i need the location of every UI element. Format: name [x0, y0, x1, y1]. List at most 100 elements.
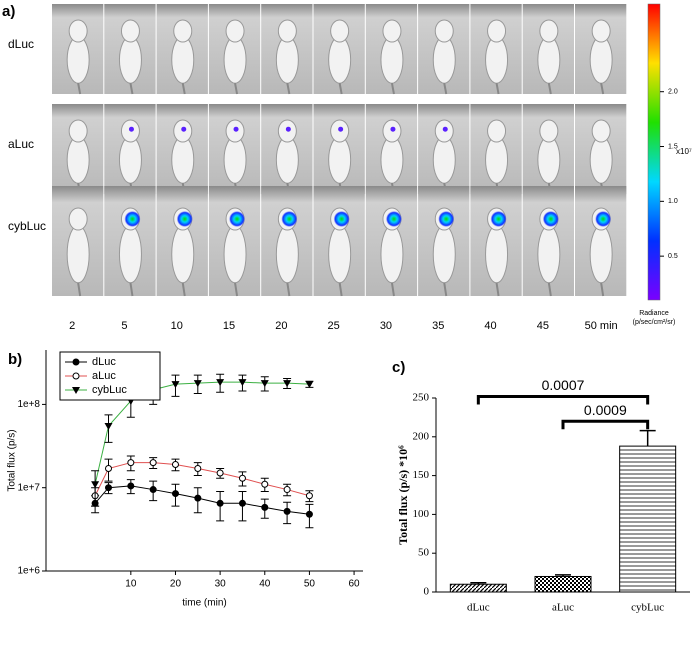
marker — [216, 499, 224, 507]
x-axis-label: time (min) — [182, 598, 226, 609]
marker — [193, 380, 202, 388]
marker — [127, 459, 135, 467]
marker — [72, 387, 80, 394]
marker — [283, 380, 292, 388]
mouse-tail — [286, 83, 291, 95]
signal-spot — [281, 211, 298, 227]
mouse-tail — [338, 83, 343, 95]
colorbar-title: Radiance — [639, 310, 669, 317]
colorbar-unit: x10⁷ — [676, 147, 692, 156]
mouse-body — [223, 135, 247, 184]
marker — [171, 490, 179, 498]
marker — [149, 486, 157, 494]
mouse-head — [591, 119, 611, 143]
mouse-head — [225, 19, 245, 43]
signal-spot — [128, 126, 134, 132]
mouse-body — [171, 35, 195, 84]
time-label: 5 — [121, 320, 127, 332]
mouse-body — [223, 225, 247, 284]
signal-spot — [285, 126, 291, 132]
mouse-tail — [234, 83, 239, 95]
time-label: 45 — [537, 320, 549, 332]
mouse-body — [589, 35, 613, 84]
mouse-tail — [181, 83, 186, 95]
x-tick-label: cybLuc — [631, 602, 664, 614]
mouse-head — [120, 19, 140, 43]
time-label: 40 — [484, 320, 496, 332]
legend-label: dLuc — [92, 356, 116, 368]
bar — [449, 583, 507, 593]
mouse-head — [68, 19, 88, 43]
time-label: 10 — [171, 320, 183, 332]
mouse-tail — [129, 282, 134, 297]
signal-spot — [176, 211, 193, 227]
colorbar-tick-label: 2.0 — [668, 89, 678, 96]
signal-spot — [233, 126, 239, 132]
mouse-head — [434, 19, 454, 43]
y-tick-label: 0 — [424, 586, 430, 598]
marker — [105, 484, 113, 492]
mouse-body — [380, 135, 404, 184]
signal-spot — [124, 211, 141, 227]
panel-label: c) — [392, 359, 405, 376]
error-bar — [470, 581, 487, 585]
time-label: 25 — [328, 320, 340, 332]
mouse-body — [171, 135, 195, 184]
marker — [91, 481, 100, 489]
mouse-tail — [129, 83, 134, 95]
mouse-tail — [495, 282, 500, 297]
signal-spot — [333, 211, 350, 227]
mouse-body — [537, 135, 561, 184]
mouse-body — [432, 225, 456, 284]
marker — [305, 381, 314, 389]
y-tick-label: 200 — [413, 430, 430, 442]
y-tick-label: 150 — [413, 469, 430, 481]
row-label: cybLuc — [8, 219, 46, 233]
marker — [105, 465, 113, 473]
significance-label: 0.0007 — [542, 377, 585, 393]
mouse-body — [432, 35, 456, 84]
x-tick-label: dLuc — [467, 602, 490, 614]
y-tick-label: 1e+7 — [17, 482, 40, 493]
mouse-tail — [390, 83, 395, 95]
y-tick-label: 250 — [413, 392, 430, 404]
marker — [283, 507, 291, 515]
mouse-head — [68, 207, 88, 231]
y-axis-label: Total flux (p/s) *10⁶ — [396, 445, 410, 545]
mouse-tail — [77, 83, 82, 95]
mouse-body — [485, 225, 509, 284]
mouse-head — [539, 19, 559, 43]
series-line — [94, 485, 310, 515]
bar — [534, 575, 592, 593]
mouse-body — [118, 35, 142, 84]
marker — [216, 379, 225, 387]
y-tick-label: 50 — [418, 547, 430, 559]
x-tick-label: 30 — [215, 579, 227, 590]
mouse-body — [485, 35, 509, 84]
marker — [72, 358, 80, 366]
marker — [238, 499, 246, 507]
row-label: dLuc — [8, 37, 34, 51]
mouse-body — [275, 35, 299, 84]
time-label: 35 — [432, 320, 444, 332]
marker — [305, 492, 313, 500]
signal-spot — [542, 211, 559, 227]
marker — [261, 480, 269, 488]
marker — [305, 510, 313, 518]
mouse-tail — [390, 282, 395, 297]
colorbar — [647, 3, 661, 301]
y-axis-label: Total flux (p/s) — [7, 429, 18, 491]
mouse-head — [591, 19, 611, 43]
mouse-head — [68, 119, 88, 143]
colorbar-tick-label: 0.5 — [668, 253, 678, 260]
marker — [194, 494, 202, 502]
mouse-body — [171, 225, 195, 284]
mouse-tail — [547, 282, 552, 297]
panel-label: b) — [8, 351, 22, 368]
marker — [238, 379, 247, 387]
panel-label: a) — [2, 3, 15, 20]
mouse-tail — [495, 83, 500, 95]
signal-spot — [490, 211, 507, 227]
